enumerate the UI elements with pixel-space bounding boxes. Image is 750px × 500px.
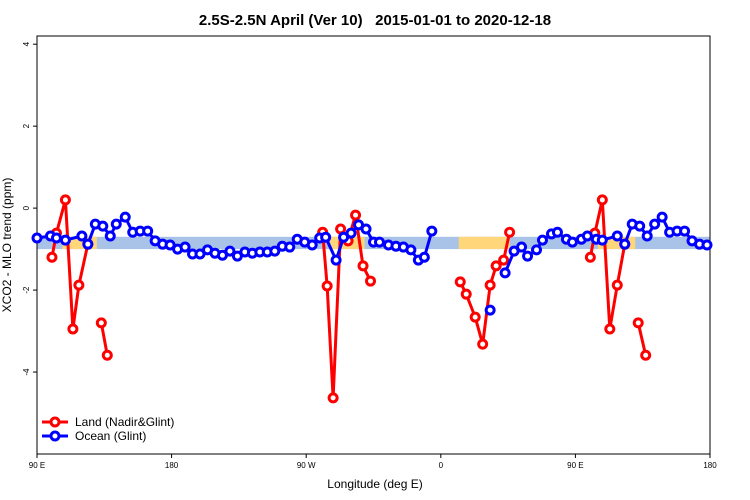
data-point (531, 244, 543, 256)
data-point (110, 218, 122, 230)
y-axis-label: XCO2 - MLO trend (ppm) (0, 178, 14, 313)
data-point (454, 276, 466, 288)
data-point (95, 317, 107, 329)
x-tick-label: 90 W (297, 461, 316, 470)
data-point (330, 254, 342, 266)
data-point (50, 232, 62, 244)
data-point (499, 267, 511, 279)
data-point (619, 238, 631, 250)
data-point (596, 234, 608, 246)
data-point (104, 230, 116, 242)
data-point (604, 323, 616, 335)
data-point (584, 251, 596, 263)
data-point (516, 241, 528, 253)
data-point (31, 232, 43, 244)
data-point (484, 279, 496, 291)
data-point (67, 323, 79, 335)
data-point (46, 251, 58, 263)
data-point (460, 288, 472, 300)
data-point (701, 239, 713, 251)
data-point (426, 225, 438, 237)
data-point (498, 254, 510, 266)
data-point (59, 194, 71, 206)
data-point (522, 250, 534, 262)
data-point (405, 244, 417, 256)
chart-title: 2.5S-2.5N April (Ver 10) 2015-01-01 to 2… (199, 12, 551, 29)
data-point (632, 317, 644, 329)
data-point (320, 231, 332, 243)
x-tick-label: 180 (165, 461, 179, 470)
data-point (82, 238, 94, 250)
data-point (59, 234, 71, 246)
data-point (490, 260, 502, 272)
data-point (306, 239, 318, 251)
data-point (321, 280, 333, 292)
y-tick-label: -2 (22, 286, 31, 294)
x-tick-label: 90 E (567, 461, 583, 470)
land-band (458, 236, 510, 250)
data-point (327, 392, 339, 404)
data-point (551, 226, 563, 238)
data-point (611, 279, 623, 291)
y-tick-label: 0 (22, 205, 31, 210)
data-point (119, 211, 131, 223)
data-point (484, 304, 496, 316)
data-point (641, 230, 653, 242)
data-point (656, 211, 668, 223)
legend-label: Land (Nadir&Glint) (75, 415, 174, 429)
data-point (97, 220, 109, 232)
y-tick-label: 2 (22, 123, 31, 128)
legend-marker (49, 416, 61, 428)
data-point (345, 227, 357, 239)
data-point (179, 241, 191, 253)
data-point (581, 230, 593, 242)
data-point (418, 251, 430, 263)
data-point (350, 209, 362, 221)
data-point (611, 230, 623, 242)
data-point (596, 194, 608, 206)
data-point (566, 236, 578, 248)
y-tick-label: -4 (22, 368, 31, 376)
data-point (360, 223, 372, 235)
data-point (504, 226, 516, 238)
x-tick-label: 180 (703, 461, 717, 470)
data-point (357, 260, 369, 272)
data-point (640, 349, 652, 361)
data-point (224, 245, 236, 257)
data-point (101, 349, 113, 361)
data-point (477, 338, 489, 350)
data-point (73, 279, 85, 291)
data-point (469, 311, 481, 323)
data-point (284, 241, 296, 253)
x-axis-label: Longitude (deg E) (327, 477, 422, 491)
data-point (76, 230, 88, 242)
legend-marker (49, 430, 61, 442)
data-point (142, 225, 154, 237)
data-point (365, 275, 377, 287)
x-tick-label: 90 E (29, 461, 45, 470)
data-point (649, 218, 661, 230)
data-point (373, 236, 385, 248)
data-point (679, 225, 691, 237)
data-point (634, 220, 646, 232)
data-point (536, 234, 548, 246)
data-point (269, 245, 281, 257)
legend-label: Ocean (Glint) (75, 429, 146, 443)
y-tick-label: 4 (22, 41, 31, 46)
x-tick-label: 0 (439, 461, 444, 470)
